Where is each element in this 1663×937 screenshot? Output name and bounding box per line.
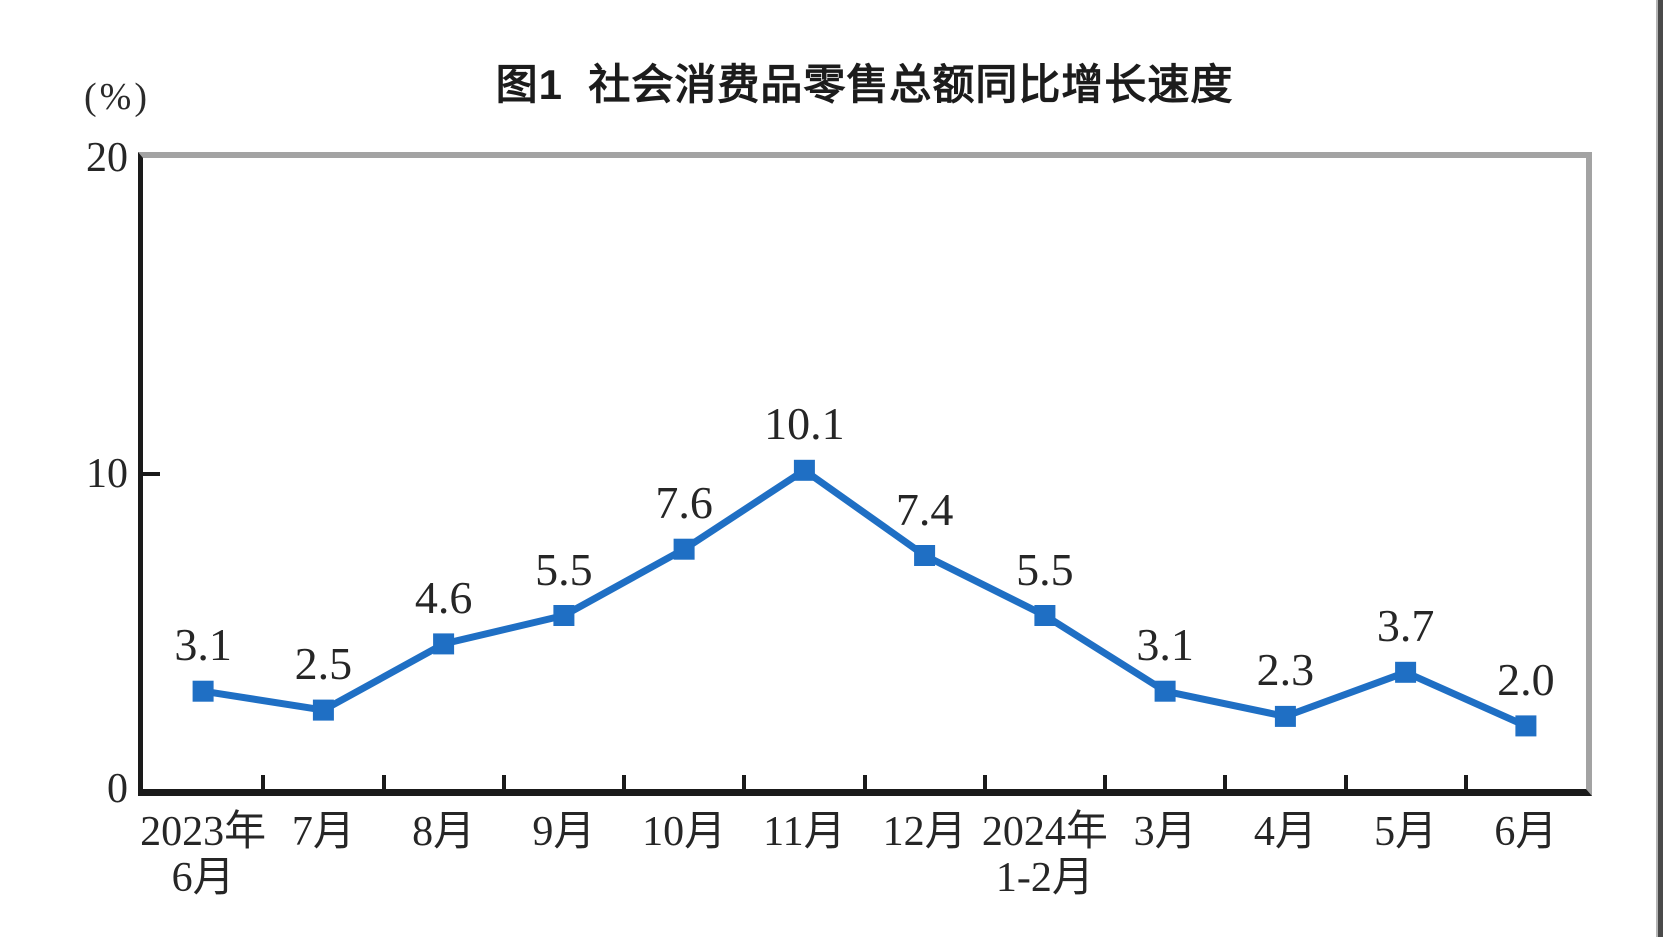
line-series-svg [192, 459, 1537, 737]
x-axis-tick [982, 775, 987, 789]
x-axis-label: 12月 [882, 809, 967, 855]
x-axis-label: 2024年 1-2月 [981, 809, 1108, 901]
x-axis-label: 9月 [532, 809, 596, 855]
x-axis-label: 11月 [763, 809, 846, 855]
x-axis-tick [381, 775, 386, 789]
chart-title: 图1 社会消费品零售总额同比增长速度 [495, 61, 1234, 108]
data-label: 2.0 [1497, 653, 1555, 705]
x-axis-tick [862, 775, 867, 789]
data-label: 5.5 [535, 543, 593, 595]
y-axis-tick [143, 471, 160, 476]
x-axis-label: 4月 [1253, 809, 1317, 855]
x-axis-tick [1463, 775, 1468, 789]
data-point-marker [192, 680, 214, 702]
data-point-marker [433, 633, 455, 655]
data-point-marker [312, 699, 334, 721]
x-axis-tick [742, 775, 747, 789]
data-label: 4.6 [414, 571, 473, 623]
data-label: 2.5 [294, 638, 353, 690]
page-edge-line [1656, 0, 1663, 937]
x-axis-label: 5月 [1374, 809, 1438, 855]
x-axis-tick [1103, 775, 1107, 789]
plot-area [138, 152, 1592, 796]
x-axis-label: 3月 [1133, 809, 1197, 855]
data-label: 7.6 [655, 477, 713, 529]
data-label: 3.1 [1136, 619, 1194, 671]
y-axis-tick-label: 0 [107, 766, 128, 812]
x-axis-label: 7月 [291, 809, 355, 855]
data-label: 2.3 [1256, 644, 1315, 696]
data-point-marker [914, 545, 936, 566]
data-point-marker [1515, 715, 1537, 737]
data-point-marker [1274, 705, 1296, 727]
data-label: 3.1 [174, 619, 232, 671]
y-axis-tick-label: 10 [86, 450, 128, 497]
data-point-marker [1034, 605, 1056, 626]
x-axis-tick [622, 775, 626, 789]
x-axis-label: 10月 [642, 809, 727, 855]
y-axis-tick-label: 20 [86, 135, 128, 181]
data-point-marker [1154, 680, 1176, 702]
data-point-marker [553, 605, 575, 626]
data-label: 5.5 [1016, 543, 1074, 595]
x-axis-label: 6月 [1494, 809, 1558, 855]
data-point-marker [1395, 661, 1417, 683]
x-axis-label: 8月 [412, 809, 476, 855]
data-label: 7.4 [895, 483, 954, 535]
y-axis-unit-label: (%) [84, 76, 150, 118]
x-axis-tick [501, 775, 506, 789]
data-label: 3.7 [1376, 600, 1435, 652]
x-axis-label: 2023年 6月 [140, 809, 267, 901]
x-axis-tick [261, 775, 266, 789]
data-point-marker [673, 538, 695, 560]
data-line [199, 466, 1530, 730]
data-label: 10.1 [764, 398, 845, 450]
x-axis-tick [1343, 775, 1348, 789]
x-axis-tick [1223, 775, 1228, 789]
data-point-marker [793, 459, 815, 481]
